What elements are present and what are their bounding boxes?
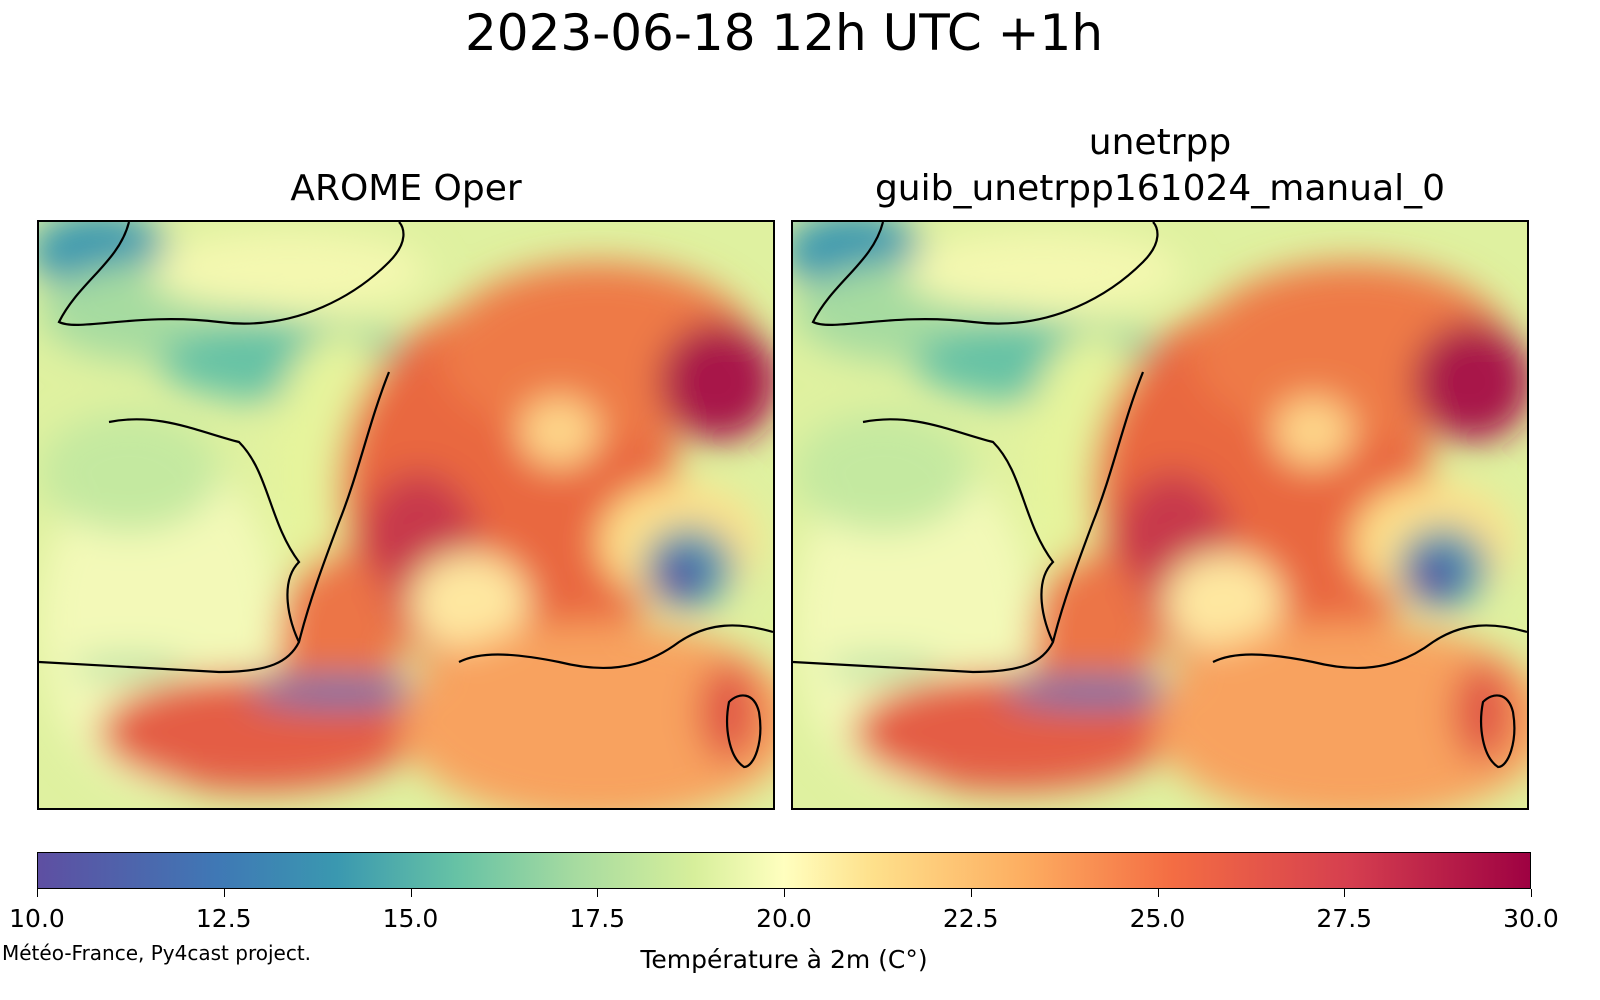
coastline — [57, 222, 405, 326]
temperature-region — [1413, 322, 1527, 442]
figure-title: 2023-06-18 12h UTC +1h — [464, 4, 1104, 62]
colorbar — [37, 852, 1531, 889]
colorbar-tick — [410, 889, 412, 897]
temperature-region — [1163, 552, 1283, 652]
temperature-region — [654, 552, 704, 602]
colorbar-tick — [1531, 889, 1532, 897]
panel-title-arome: AROME Oper — [37, 166, 775, 212]
map-panel-unetrpp — [791, 220, 1529, 810]
temperature-region — [1273, 397, 1353, 467]
colorbar-tick-label: 27.5 — [1316, 904, 1373, 933]
map-panel-arome — [37, 220, 775, 810]
temperature-region — [1003, 678, 1183, 706]
coastline — [1480, 694, 1516, 769]
temperature-field — [39, 222, 773, 808]
colorbar-label: Température à 2m (C°) — [640, 945, 928, 974]
colorbar-tick-label: 20.0 — [756, 904, 812, 933]
colorbar-tick-label: 10.0 — [9, 904, 65, 933]
coastline — [39, 371, 773, 674]
coastline — [726, 694, 762, 769]
temperature-field — [793, 222, 1527, 808]
coastline — [811, 222, 1159, 326]
colorbar-tick-label: 22.5 — [942, 904, 999, 933]
panel-title-line: unetrpp — [1088, 122, 1232, 163]
colorbar-tick-label: 15.0 — [382, 904, 439, 933]
temperature-region — [399, 622, 773, 808]
temperature-region — [793, 412, 973, 532]
temperature-region — [1408, 552, 1458, 602]
temperature-region — [903, 232, 1183, 312]
temperature-region — [149, 232, 429, 312]
temperature-region — [699, 662, 759, 762]
colorbar-tick-label: 25.0 — [1129, 904, 1186, 933]
temperature-region — [39, 412, 219, 532]
colorbar-gradient — [38, 853, 1530, 888]
colorbar-tick — [970, 889, 972, 897]
colorbar-tick-label: 30.0 — [1503, 904, 1559, 933]
colorbar-tick — [784, 889, 785, 897]
colorbar-tick-label: 12.5 — [195, 904, 252, 933]
temperature-region — [519, 397, 599, 467]
temperature-region — [249, 678, 429, 706]
colorbar-tick-label: 17.5 — [569, 904, 626, 933]
colorbar-tick — [1157, 889, 1159, 897]
panel-title-line: AROME Oper — [290, 168, 522, 209]
coastline — [108, 418, 301, 643]
colorbar-tick — [597, 889, 599, 897]
temperature-region — [1153, 622, 1527, 808]
colorbar-tick — [223, 889, 225, 897]
colorbar-tick — [1344, 889, 1346, 897]
temperature-region — [409, 552, 529, 652]
panel-title-unetrpp: unetrpp guib_unetrpp161024_manual_0 — [791, 120, 1529, 212]
credit-text: Météo-France, Py4cast project. — [2, 941, 312, 965]
temperature-region — [659, 322, 773, 442]
colorbar-tick — [37, 889, 38, 897]
coastline — [862, 418, 1055, 643]
coastline — [793, 371, 1527, 674]
temperature-region — [1453, 662, 1513, 762]
panel-title-line: guib_unetrpp161024_manual_0 — [874, 168, 1446, 209]
